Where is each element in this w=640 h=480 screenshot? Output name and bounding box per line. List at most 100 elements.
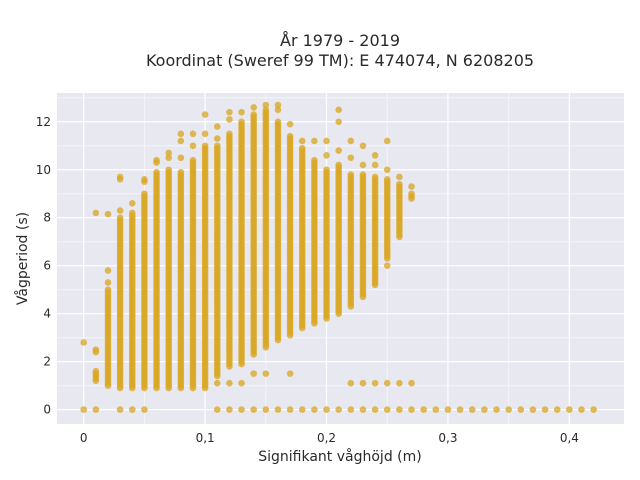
data-point: [298, 406, 306, 413]
data-point: [92, 367, 100, 375]
data-point: [92, 406, 100, 413]
data-point: [213, 142, 221, 150]
data-point: [274, 118, 282, 126]
x-tick-label: 0,2: [317, 431, 336, 445]
data-point: [311, 406, 318, 413]
data-point: [383, 262, 391, 269]
chart-title-line-1: År 1979 - 2019: [280, 31, 400, 50]
data-point: [116, 214, 124, 222]
data-point: [347, 137, 355, 145]
y-tick-label: 6: [43, 259, 51, 273]
data-point: [323, 152, 330, 159]
data-point: [371, 161, 379, 169]
data-point: [80, 406, 88, 413]
data-point: [383, 406, 391, 413]
data-point: [213, 406, 221, 413]
data-point: [347, 154, 355, 162]
data-point: [335, 147, 342, 154]
data-point: [298, 137, 306, 145]
data-point: [286, 132, 294, 140]
data-point: [420, 406, 427, 413]
data-point: [128, 200, 136, 207]
data-point: [141, 406, 148, 413]
data-point: [238, 108, 245, 116]
data-point: [92, 209, 100, 217]
data-point: [262, 370, 270, 377]
data-point: [274, 106, 282, 114]
x-tick-label: 0,3: [438, 431, 457, 445]
data-point: [311, 156, 318, 164]
data-point: [481, 406, 488, 413]
x-tick-label: 0: [80, 431, 88, 445]
data-point: [359, 406, 367, 413]
data-point: [578, 406, 585, 413]
data-point: [177, 137, 185, 145]
data-point: [371, 173, 379, 181]
data-point: [359, 142, 367, 150]
data-point: [141, 190, 148, 198]
data-point: [396, 379, 403, 387]
data-point: [383, 176, 391, 183]
x-tick-label: 0,1: [196, 431, 215, 445]
y-axis-ticks: 0 2 4 6 8 10 12: [36, 115, 51, 417]
data-point: [359, 161, 367, 169]
data-point: [286, 370, 294, 377]
data-point: [529, 406, 537, 413]
data-point: [262, 406, 270, 413]
data-point: [104, 286, 112, 293]
data-point: [359, 379, 367, 387]
data-point: [383, 137, 391, 145]
data-point: [335, 118, 342, 126]
data-point: [335, 161, 342, 169]
data-point: [189, 130, 197, 138]
data-point: [553, 406, 561, 413]
y-axis-title: Vågperiod (s): [14, 212, 31, 305]
data-point: [493, 406, 500, 413]
data-point: [335, 106, 342, 114]
data-point: [311, 137, 318, 145]
data-point: [250, 370, 257, 377]
data-point: [104, 210, 112, 218]
data-point: [201, 130, 209, 138]
data-point: [250, 406, 257, 413]
y-tick-label: 12: [36, 115, 51, 129]
y-tick-label: 8: [43, 211, 51, 225]
data-point: [226, 116, 233, 123]
data-point: [541, 406, 549, 413]
data-point: [371, 379, 379, 387]
data-point: [262, 106, 270, 114]
data-point: [177, 168, 185, 176]
data-point: [286, 120, 294, 128]
data-point: [201, 111, 209, 118]
data-point: [323, 137, 330, 145]
data-point: [250, 104, 257, 111]
x-axis-title: Signifikant våghöjd (m): [258, 448, 421, 465]
data-point: [408, 190, 415, 198]
data-point: [104, 267, 112, 274]
data-point: [286, 406, 294, 413]
data-point: [456, 406, 464, 413]
data-point: [141, 176, 148, 183]
y-tick-label: 0: [43, 403, 51, 417]
data-point: [262, 101, 270, 109]
data-point: [226, 406, 233, 413]
x-tick-label: 0,4: [560, 431, 579, 445]
data-point: [226, 108, 233, 116]
data-point: [189, 142, 197, 150]
data-point: [383, 166, 391, 174]
data-point: [116, 173, 124, 181]
data-point: [371, 152, 379, 159]
data-point: [274, 101, 282, 109]
data-point: [444, 406, 452, 413]
data-point: [189, 156, 197, 164]
data-point: [226, 379, 233, 387]
data-point: [177, 130, 185, 138]
data-point: [323, 166, 330, 174]
data-point: [274, 406, 282, 413]
data-point: [517, 406, 525, 413]
data-point: [396, 406, 403, 413]
data-point: [238, 406, 245, 413]
data-point: [128, 209, 136, 217]
data-point: [590, 406, 597, 413]
